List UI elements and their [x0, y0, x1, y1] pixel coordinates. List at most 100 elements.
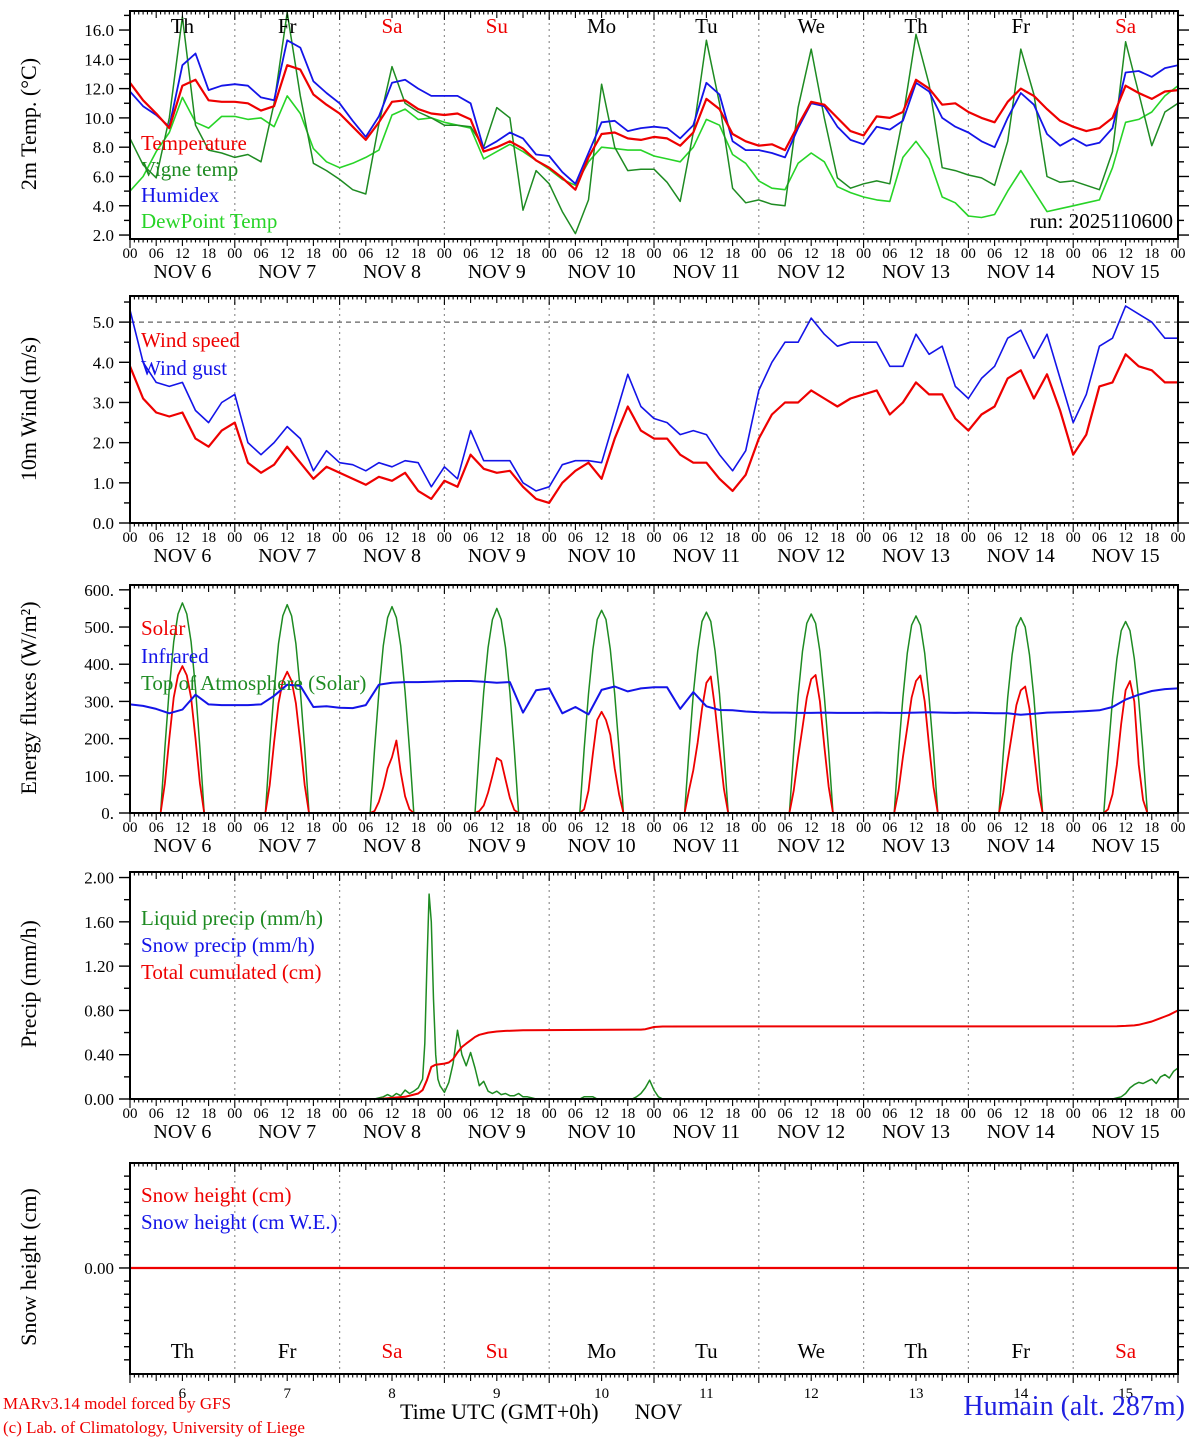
date-label: NOV 11: [673, 261, 740, 283]
hour-label: 06: [1092, 820, 1108, 836]
x-axis-month: NOV: [634, 1399, 683, 1424]
hour-label: 12: [594, 820, 609, 836]
legend-snow-1: Snow height (cm W.E.): [141, 1210, 338, 1234]
hour-label: 06: [463, 246, 479, 262]
hour-label: 00: [437, 1106, 452, 1122]
legend-energy-2: Top of Atmosphere (Solar): [141, 671, 366, 695]
y-ticks: [119, 301, 1189, 524]
hour-ticks: [129, 872, 1179, 1108]
y-tick-label: 0.80: [84, 1001, 114, 1020]
y-tick-label: 1.0: [93, 474, 114, 493]
hour-label: 12: [489, 246, 504, 262]
hour-label: 12: [1013, 820, 1028, 836]
hour-label: 06: [1092, 530, 1108, 546]
hour-label: 06: [1092, 246, 1108, 262]
hour-label: 06: [358, 1106, 374, 1122]
hour-label: 12: [699, 820, 714, 836]
day-name-label: Fr: [1011, 14, 1030, 38]
series-vigne_temp: [130, 11, 1178, 235]
y-tick-label: 12.0: [84, 80, 114, 99]
hour-label: 00: [123, 246, 138, 262]
hour-label: 00: [437, 530, 452, 546]
hour-label: 12: [1013, 246, 1028, 262]
hour-label: 18: [411, 1106, 426, 1122]
hour-label: 06: [987, 246, 1003, 262]
hour-label: 12: [385, 820, 400, 836]
hour-label: 00: [856, 530, 871, 546]
legend-wind10m-1: Wind gust: [141, 356, 227, 380]
hour-label: 18: [830, 530, 845, 546]
hour-label: 00: [961, 1106, 976, 1122]
y-tick-label: 0.: [101, 804, 114, 823]
date-label: NOV 14: [987, 835, 1055, 857]
hour-label: 06: [568, 1106, 584, 1122]
y-tick-label: 8.0: [93, 138, 114, 157]
y-tick-label: 400.: [84, 655, 114, 674]
hour-label: 12: [385, 530, 400, 546]
hour-label: 00: [1171, 1106, 1186, 1122]
date-label: NOV 7: [258, 261, 316, 283]
date-label: NOV 14: [987, 1121, 1055, 1143]
hour-ticks: [129, 11, 1179, 248]
hour-label: 00: [647, 246, 662, 262]
hour-label: 06: [778, 1106, 794, 1122]
hour-label: 18: [411, 530, 426, 546]
hour-label: 12: [175, 1106, 190, 1122]
day-number-label: 8: [388, 1386, 396, 1402]
hour-label: 12: [489, 1106, 504, 1122]
hour-label: 12: [804, 530, 819, 546]
y-tick-label: 2.00: [84, 869, 114, 888]
hour-label: 18: [620, 1106, 635, 1122]
day-number-label: 10: [594, 1386, 609, 1402]
y-tick-label: 6.0: [93, 167, 114, 186]
legend-snow-0: Snow height (cm): [141, 1183, 291, 1207]
hour-label: 12: [909, 246, 924, 262]
hour-label: 18: [1144, 246, 1159, 262]
legend-temp2m-3: DewPoint Temp: [141, 209, 277, 233]
series-total_cumulated: [130, 1009, 1178, 1099]
hour-label: 00: [123, 1106, 138, 1122]
hour-label: 06: [882, 1106, 898, 1122]
y-tick-label: 500.: [84, 618, 114, 637]
lab-credit: (c) Lab. of Climatology, University of L…: [3, 1418, 305, 1437]
panel-precip: 2.00 1.60 1.20 0.80 0.40 0.00 Liquid precip (m…: [84, 869, 1189, 1143]
date-label: NOV 11: [673, 545, 740, 567]
hour-label: 06: [987, 820, 1003, 836]
y-tick-label: 3.0: [93, 393, 114, 412]
hour-label: 06: [568, 820, 584, 836]
hour-label: 12: [489, 530, 504, 546]
day-name-label: Mo: [587, 1339, 616, 1363]
y-tick-label: 100.: [84, 767, 114, 786]
hour-ticks: [129, 585, 1179, 822]
hour-label: 12: [385, 1106, 400, 1122]
y-tick-label: 0.00: [84, 1090, 114, 1109]
date-label: NOV 13: [882, 1121, 950, 1143]
date-label: NOV 15: [1092, 835, 1160, 857]
day-name-label: Sa: [382, 14, 404, 38]
y-tick-label: 14.0: [84, 50, 114, 69]
y-tick-label: 4.0: [93, 353, 114, 372]
hour-label: 12: [909, 820, 924, 836]
legend-energy-0: Solar: [141, 616, 185, 640]
hour-label: 18: [620, 530, 635, 546]
hour-label: 06: [568, 246, 584, 262]
date-label: NOV 8: [363, 545, 421, 567]
hour-ticks: [129, 296, 1179, 532]
legend-temp2m-0: Temperature: [141, 131, 247, 155]
hour-label: 06: [882, 530, 898, 546]
hour-label: 18: [516, 246, 531, 262]
hour-label: 00: [856, 246, 871, 262]
date-label: NOV 11: [673, 835, 740, 857]
hour-label: 18: [516, 530, 531, 546]
hour-label: 18: [935, 530, 950, 546]
y-tick-label: 200.: [84, 730, 114, 749]
y-tick-label: 2.0: [93, 434, 114, 453]
hour-label: 06: [254, 1106, 270, 1122]
hour-label: 06: [987, 530, 1003, 546]
y-tick-label: 10.0: [84, 109, 114, 128]
hour-label: 00: [751, 820, 766, 836]
day-name-label: Th: [904, 1339, 928, 1363]
hour-label: 12: [594, 246, 609, 262]
day-name-label: Mo: [587, 14, 616, 38]
hour-label: 06: [149, 820, 165, 836]
